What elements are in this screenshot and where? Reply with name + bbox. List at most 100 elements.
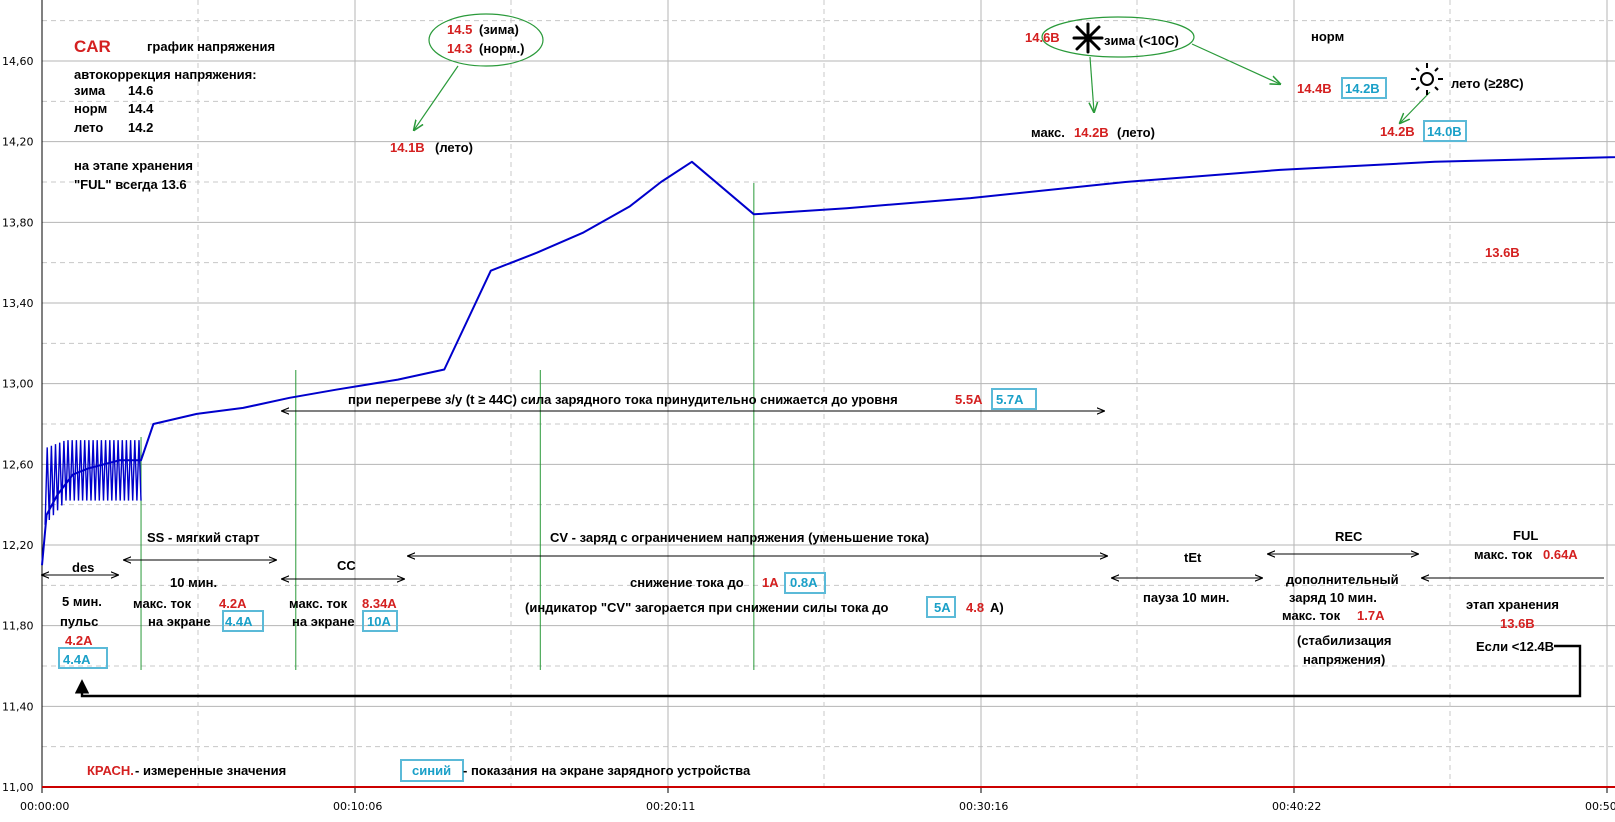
- autocorr-mode-3: лето: [74, 120, 103, 135]
- screen-value-boxes: [58, 77, 1467, 782]
- box-cv2: [926, 596, 956, 618]
- voltage-series-line: [41, 156, 1615, 566]
- box-rec: [1341, 77, 1387, 99]
- peak1-value: 14.1В: [390, 140, 425, 155]
- bubble2-value: 14.6В: [1025, 30, 1060, 45]
- ful-line-2: этап хранения: [1466, 597, 1559, 612]
- rec-line-4: (стабилизация: [1297, 633, 1392, 648]
- cv-line-2: (индикатор "CV" загорается при снижении …: [525, 600, 889, 615]
- y-tick-label: 12,60: [2, 458, 34, 471]
- rec-line-5: напряжения): [1303, 652, 1385, 667]
- phase-tet-label: tEt: [1184, 550, 1202, 565]
- box-des: [58, 647, 108, 669]
- graph-title: график напряжения: [147, 39, 275, 54]
- cc-line-1: макс. ток: [289, 596, 348, 611]
- bubble1-a-note: (зима): [479, 22, 519, 37]
- axis-ticks: 11,00 11,40 11,80 12,20 12,60 13,00 13,40 13,80…: [2, 55, 1615, 813]
- phase-rec-label: REC: [1335, 529, 1363, 544]
- y-tick-label: 13,80: [2, 216, 34, 229]
- y-tick-label: 14,20: [2, 136, 34, 149]
- ful-blue-value: 14.0В: [1427, 124, 1462, 139]
- green-callouts: [414, 13, 1431, 130]
- callout-bubble-winter-norm: [428, 13, 544, 67]
- max-note: (лето): [1117, 125, 1155, 140]
- bubble2-note: зима (<10С): [1104, 33, 1179, 48]
- ful-red: 0.64А: [1543, 547, 1578, 562]
- peak1-note: (лето): [435, 140, 473, 155]
- ss-line-2: макс. ток: [133, 596, 192, 611]
- x-tick-label: 00:20:11: [646, 800, 695, 813]
- bubble1-b-value: 14.3: [447, 41, 472, 56]
- box-overheat: [991, 388, 1037, 410]
- callout-arrow-1: [414, 65, 459, 130]
- des-red: 4.2А: [65, 633, 93, 648]
- box-cv: [784, 572, 826, 594]
- norm-label: норм: [1311, 29, 1344, 44]
- cc-line-2: на экране: [292, 614, 355, 629]
- overheat-text: при перегреве з/у (t ≥ 44С) сила зарядно…: [348, 392, 898, 407]
- callout-arrow-3: [1191, 43, 1280, 84]
- rec-blue-value: 14.2В: [1345, 81, 1380, 96]
- return-loop-arrow: [74, 644, 1582, 698]
- legend-red-text: - измеренные значения: [135, 763, 286, 778]
- y-tick-label: 13,00: [2, 378, 34, 391]
- cv-red2: 4.8: [966, 600, 984, 615]
- pulse-series-line: [44, 440, 142, 525]
- y-tick-label: 12,20: [2, 539, 34, 552]
- y-tick-label: 11,80: [2, 620, 34, 633]
- rec-line-2: заряд 10 мин.: [1289, 590, 1377, 605]
- phase-cc-label: CC: [337, 558, 356, 573]
- des-line-2: пульс: [60, 614, 98, 629]
- ful-line-3: Если <12.4В: [1476, 639, 1554, 654]
- ful-red-value: 14.2В: [1380, 124, 1415, 139]
- ss-line-1: 10 мин.: [170, 575, 217, 590]
- rec-line-1: дополнительный: [1286, 572, 1399, 587]
- legend-blue-text: - показания на экране зарядного устройст…: [463, 763, 751, 778]
- rec-line-3: макс. ток: [1282, 608, 1341, 623]
- overheat-blue: 5.7А: [996, 392, 1024, 407]
- sun-icon: [1411, 63, 1443, 95]
- max-value: 14.2В: [1074, 125, 1109, 140]
- series-layer: [41, 156, 1615, 566]
- bubble1-b-note: (норм.): [479, 41, 524, 56]
- y-tick-label: 11,00: [2, 781, 34, 794]
- autocorr-value-1: 14.6: [128, 83, 153, 98]
- callout-arrow-4: [1400, 91, 1431, 123]
- snowflake-icon: [1072, 22, 1104, 54]
- ss-line-3: на экране: [148, 614, 211, 629]
- car-label: CAR: [74, 37, 111, 56]
- callout-bubble-winter: [1041, 16, 1195, 58]
- phase-ful-label: FUL: [1513, 528, 1538, 543]
- ss-blue: 4.4А: [225, 614, 253, 629]
- autocorr-mode-2: норм: [74, 101, 107, 116]
- y-tick-label: 14,60: [2, 55, 34, 68]
- autocorr-mode-1: зима: [74, 83, 106, 98]
- rec-red-value: 14.4В: [1297, 81, 1332, 96]
- callout-arrow-2: [1090, 56, 1094, 112]
- x-tick-label: 00:10:06: [333, 800, 382, 813]
- phase-arrows: [42, 411, 1604, 579]
- ful-red2: 13.6В: [1500, 616, 1535, 631]
- des-line-1: 5 мин.: [62, 594, 102, 609]
- ss-red: 4.2А: [219, 596, 247, 611]
- float-value: 13.6В: [1485, 245, 1520, 260]
- cc-red: 8.34А: [362, 596, 397, 611]
- cv-blue: 0.8А: [790, 575, 818, 590]
- storage-note-1: на этапе хранения: [74, 158, 193, 173]
- storage-note-2: "FUL" всегда 13.6: [74, 177, 187, 192]
- phase-dividers: [140, 183, 755, 670]
- box-cc: [362, 610, 398, 632]
- ful-line-1: макс. ток: [1474, 547, 1533, 562]
- rec-red: 1.7А: [1357, 608, 1385, 623]
- box-legend: [400, 759, 464, 782]
- box-ful: [1423, 120, 1467, 142]
- cv-unit: А): [990, 600, 1004, 615]
- cc-blue: 10А: [367, 614, 391, 629]
- y-tick-label: 11,40: [2, 700, 34, 713]
- cv-blue2: 5А: [934, 600, 951, 615]
- autocorr-title: автокоррекция напряжения:: [74, 67, 257, 82]
- x-tick-label: 00:50:28: [1585, 800, 1615, 813]
- overheat-red: 5.5А: [955, 392, 983, 407]
- summer-label: лето (≥28С): [1451, 76, 1524, 91]
